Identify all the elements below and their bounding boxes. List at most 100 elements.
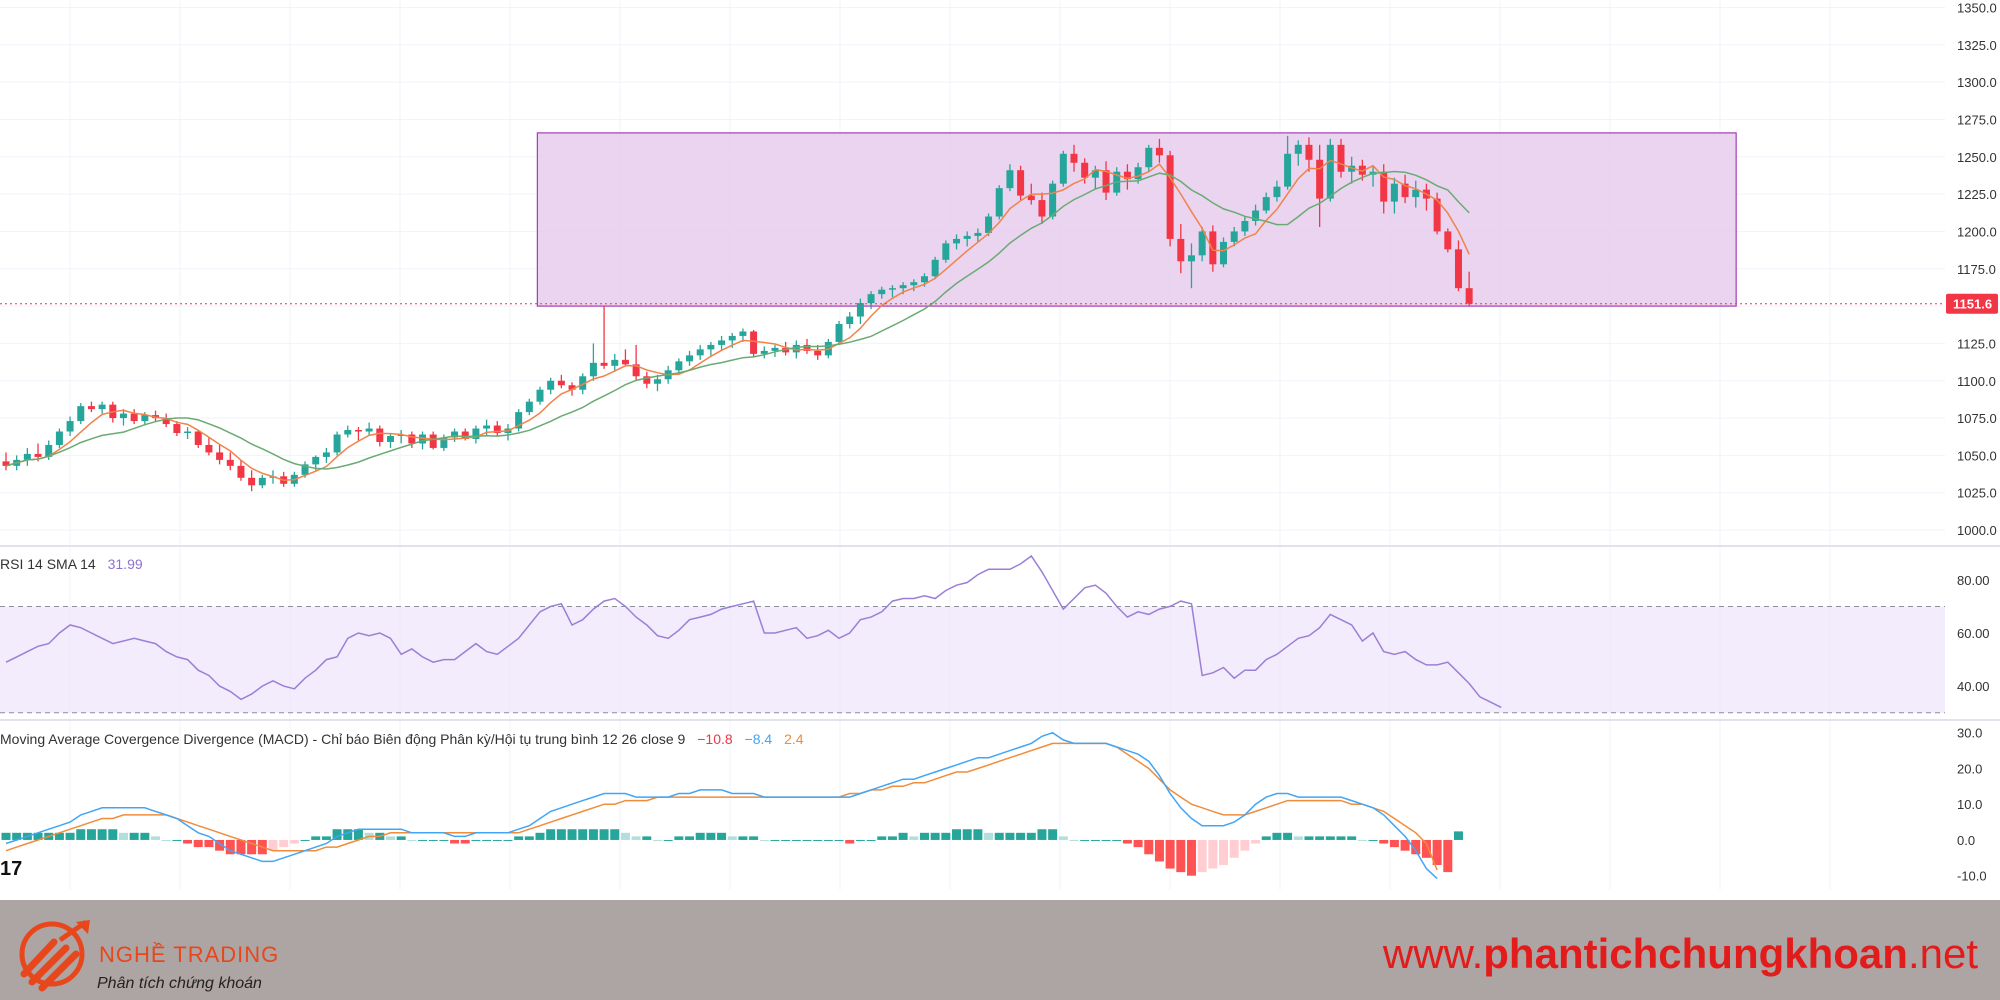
macd-histogram-bar [33,832,43,840]
macd-histogram-bar [1133,839,1143,848]
macd-histogram-bar [1080,839,1090,841]
candle-body [1305,144,1313,160]
candle-body [995,188,1003,217]
macd-histogram-bar [1432,839,1442,865]
macd-histogram-bar [866,839,876,841]
candle-body [1059,153,1067,184]
macd-legend[interactable]: Moving Average Covergence Divergence (MA… [0,731,812,747]
macd-histogram-bar [1048,829,1058,840]
price-chart[interactable]: 1350.0 1325.0 1300.0 1275.0 1250.0 1225.0 1200… [0,0,2000,900]
tradingview-logo[interactable]: 17 [0,858,23,880]
macd-histogram-bar [994,832,1004,840]
signal-legend-value: −8.4 [744,731,773,747]
candle-body [130,413,138,422]
macd-histogram-bar [1379,839,1389,844]
macd-histogram-bar [385,836,395,840]
website-url[interactable]: www.phantichchungkhoan.net [1383,930,1978,978]
macd-histogram-bar [588,829,598,840]
candle-body [429,434,437,448]
candle-body [1262,197,1270,211]
macd-histogram-bar [877,836,887,840]
macd-histogram-bar [97,829,107,840]
macd-histogram-bar [952,829,962,840]
candle-body [472,428,480,439]
macd-histogram-bar [738,836,748,840]
candle-body [579,376,587,390]
candle-body [1444,231,1452,250]
macd-histogram-bar [663,839,673,841]
macd-histogram-bar [823,839,833,841]
candle-body [1102,170,1110,193]
candle-body [920,276,928,283]
candle-body [248,477,256,486]
candle-body [1454,249,1462,289]
price-tick-label: 1300.0 [1957,75,1997,90]
macd-histogram-bar [941,832,951,840]
candle-body [675,361,683,371]
price-zone-rectangle[interactable] [536,132,1737,307]
candle-body [1145,147,1153,168]
candle-body [931,259,939,277]
macd-histogram-bar [610,829,620,840]
candle-body [953,238,961,244]
macd-histogram-bar [909,836,919,840]
candle-body [1465,288,1473,304]
candle-body [589,362,597,377]
macd-histogram-bar [482,839,492,841]
price-tick-label: 1125.0 [1957,336,1996,351]
macd-histogram-bar [300,839,310,841]
moving-averages [5,159,1470,481]
macd-histogram-bar [717,832,727,840]
brand-logo-icon [19,919,90,992]
macd-histogram-bar [12,832,22,840]
candle-body [1177,238,1185,262]
macd-histogram-bar [887,836,897,840]
macd-histogram-bar [1357,839,1367,841]
macd-line [5,731,1438,880]
macd-histogram-bar [236,839,246,855]
candle-body [718,340,726,345]
macd-histogram-bar [620,832,630,840]
candle-body [301,464,309,475]
candle-body [1294,144,1302,154]
macd-histogram-bar [514,836,524,840]
macd-histogram-bar [247,839,257,855]
price-axis[interactable]: 1350.0 1325.0 1300.0 1275.0 1250.0 1225.0 1200… [1957,0,1997,883]
candle-body [55,431,63,445]
rsi-tick-label: 60.00 [1957,626,1990,641]
candle-body [1081,162,1089,178]
moving-average-line [5,159,1470,481]
candle-body [600,362,608,366]
price-tick-label: 1025.0 [1957,486,1997,501]
macd-histogram-bar [1400,839,1410,851]
macd-histogram-bar [984,832,994,840]
macd-histogram-bar [215,839,225,851]
macd-histogram-bar [1208,839,1218,869]
candle-body [739,331,747,336]
macd-histogram-bar [930,832,940,840]
macd-panel [1,731,1463,880]
macd-histogram-bar [1,832,11,840]
macd-histogram-bar [225,839,235,855]
price-tick-label: 1275.0 [1957,112,1997,127]
macd-histogram-bar [1389,839,1399,848]
macd-histogram-bar [1261,836,1271,840]
macd-histogram-bar [674,836,684,840]
macd-histogram-bar [1304,836,1314,840]
price-tick-label: 1225.0 [1957,187,1997,202]
candle-body [621,359,629,365]
candle-body [1433,198,1441,232]
candle-body [1380,171,1388,202]
macd-histogram-bar [428,839,438,841]
rsi-legend[interactable]: RSI 14 SMA 14 31.99 [0,556,151,572]
candle-body [1390,183,1398,202]
site-main: phantichchungkhoan [1483,930,1908,977]
candle-body [771,347,779,351]
macd-histogram-bar [1186,839,1196,876]
candle-body [45,444,53,457]
macd-histogram-bar [54,832,64,840]
candle-body [867,294,875,304]
macd-histogram-bar [749,836,759,840]
candle-body [461,431,469,439]
candle-body [173,424,181,434]
